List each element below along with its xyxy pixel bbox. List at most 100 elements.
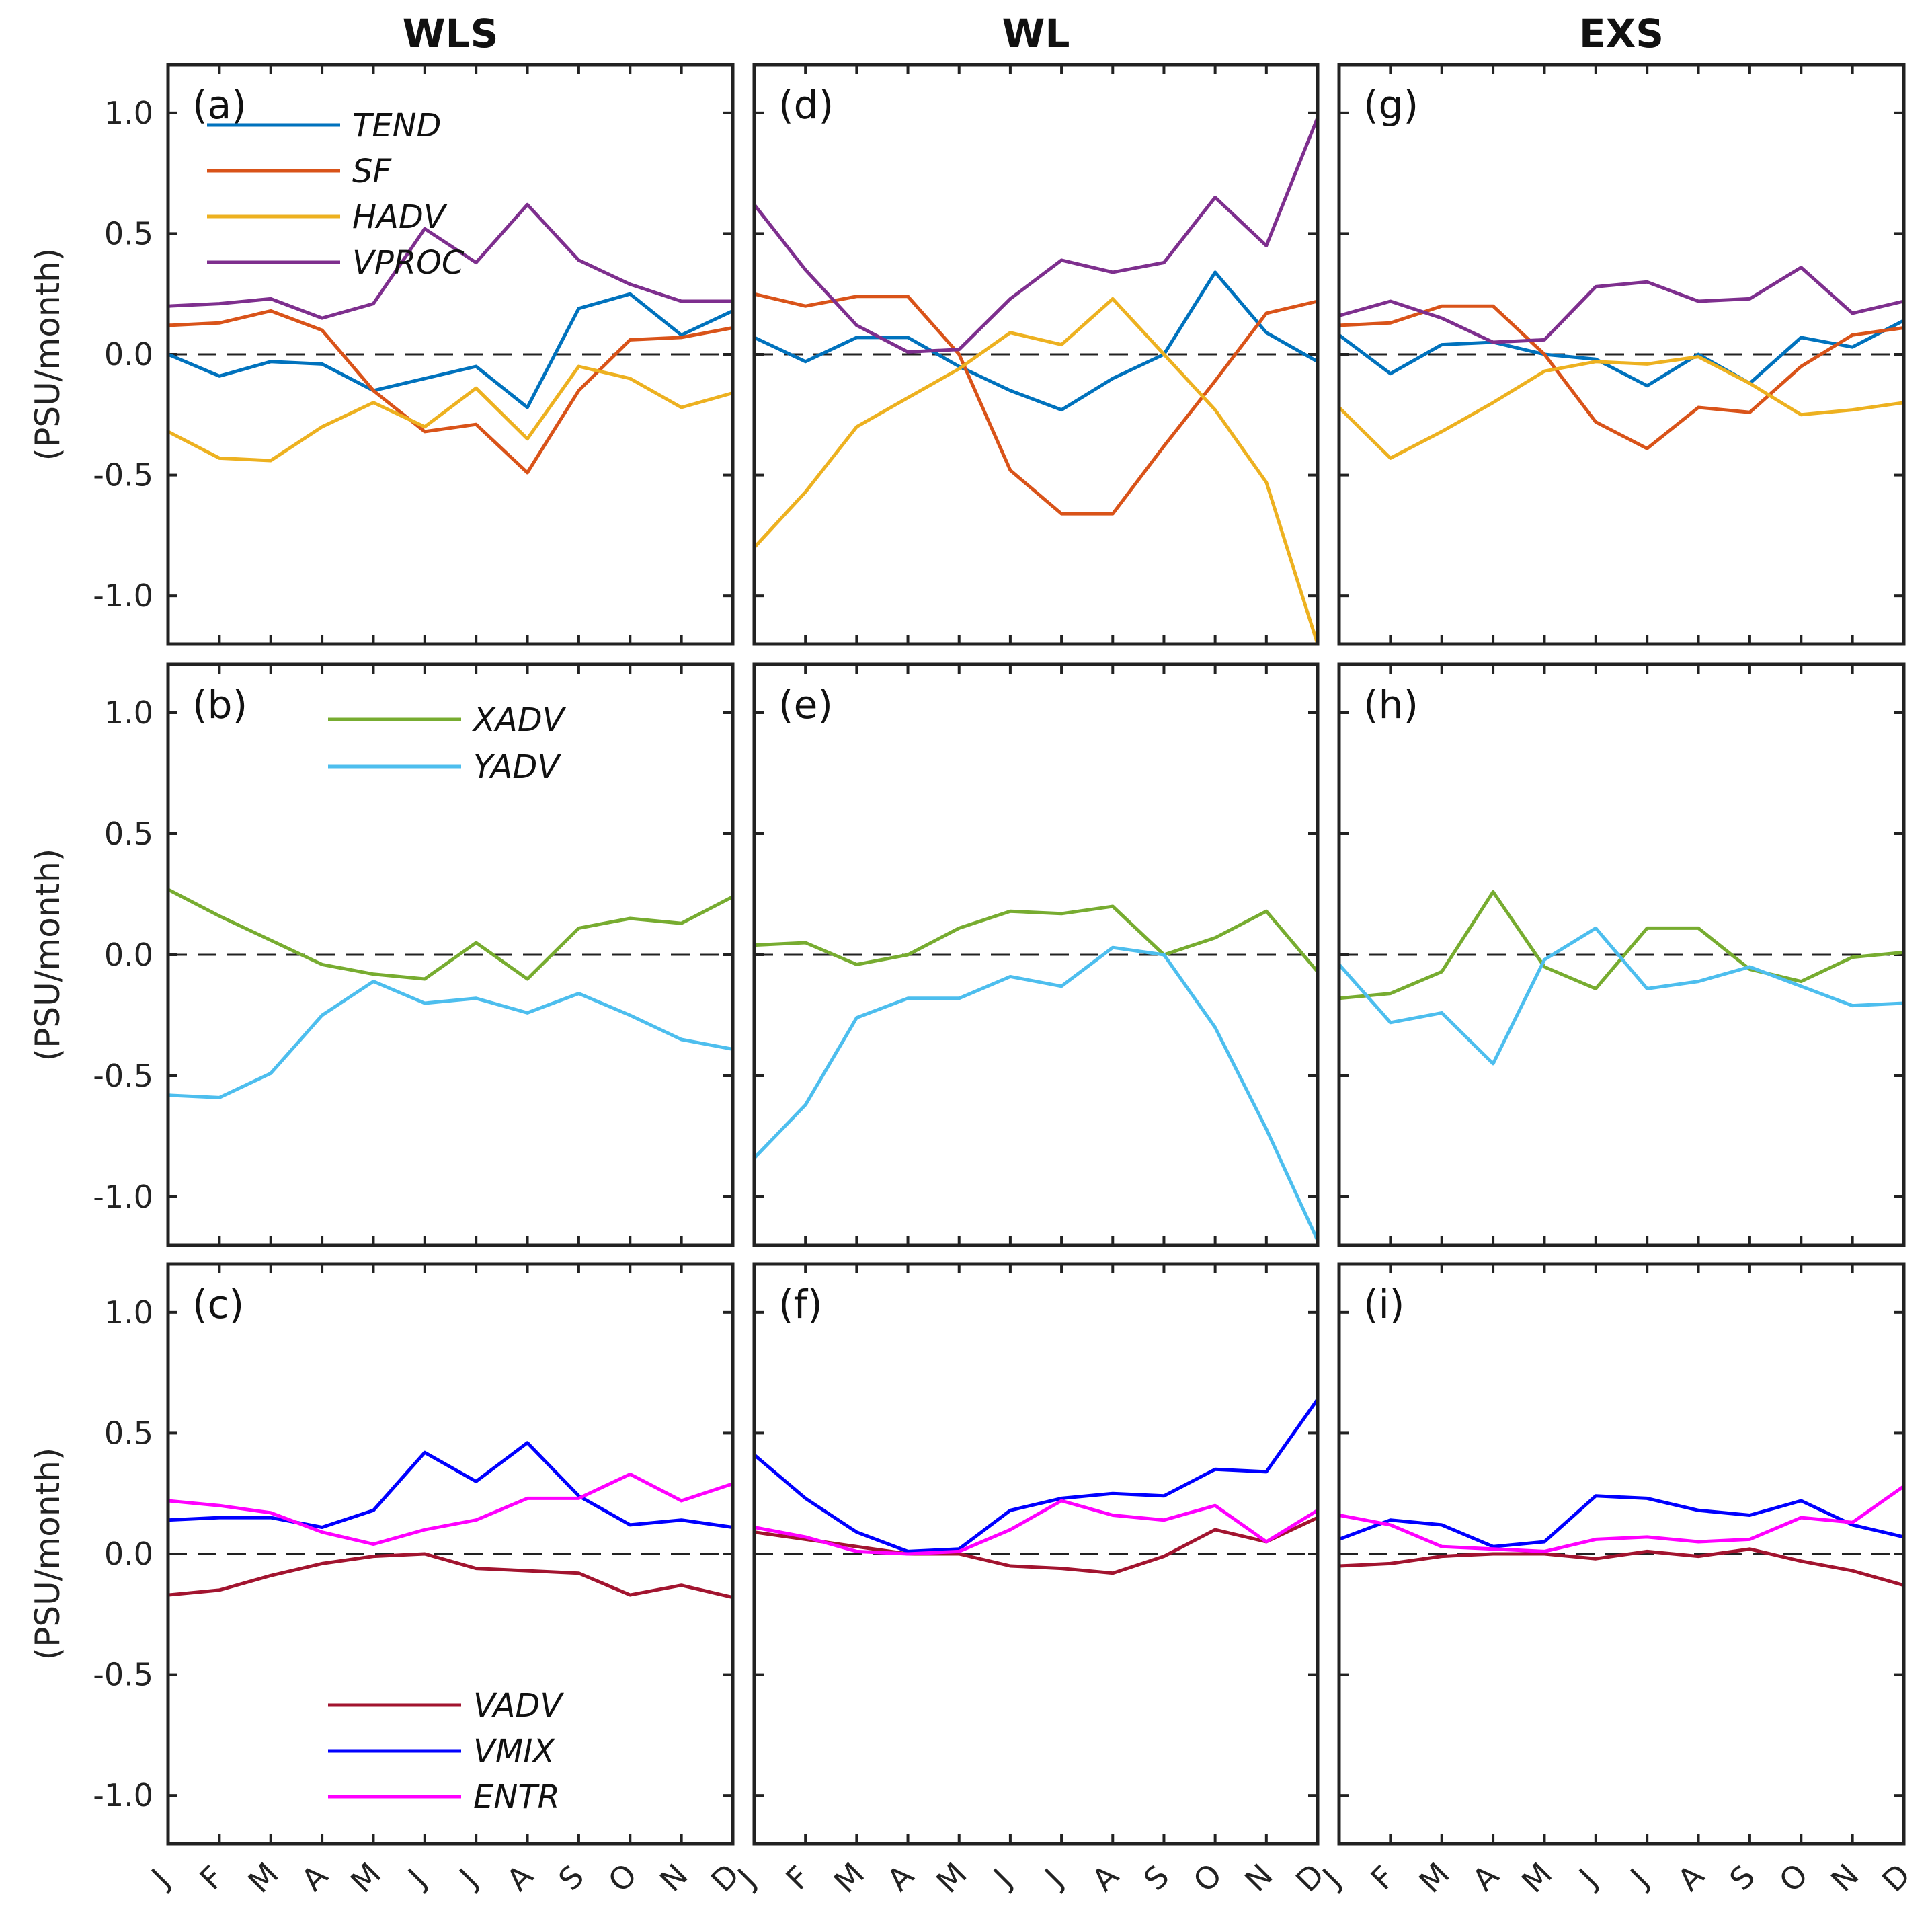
y-tick-label: -0.5 (93, 1058, 153, 1094)
legend-label-tend: TEND (352, 107, 442, 145)
panel-e: (e) (752, 662, 1320, 1247)
x-tick-label-5: J (985, 1862, 1019, 1895)
y-tick-label: -0.5 (93, 1657, 153, 1693)
x-tick-label-0: J (143, 1862, 177, 1895)
y-tick-label: 1.0 (104, 695, 153, 731)
panel-label: (c) (192, 1282, 244, 1327)
panel-i: J F M A M J J A S O N D(i) (1314, 1262, 1917, 1900)
legend-row1: TEND SF HADV VPROC (207, 107, 465, 282)
x-tick-label-4: M (929, 1856, 973, 1900)
panel-label: (g) (1363, 82, 1418, 128)
x-tick-label-2: M (1412, 1856, 1456, 1900)
x-tick-label-9: O (601, 1856, 644, 1899)
series-line-tend (167, 292, 734, 409)
panel-frame (752, 1262, 1320, 1846)
y-tick-label: 0.5 (104, 1415, 153, 1451)
panel-frame (1337, 63, 1906, 646)
legend-row2: XADV YADV (328, 701, 567, 786)
y-tick-label: -1.0 (93, 1777, 153, 1813)
series-line-vmix (753, 1398, 1320, 1553)
legend-row3: VADV VMIX ENTR (328, 1687, 564, 1816)
panel-frame (1337, 1262, 1906, 1846)
y-tick-label: 1.0 (104, 95, 153, 131)
x-tick-label-8: S (1137, 1858, 1176, 1897)
x-tick-label-9: O (1772, 1856, 1815, 1899)
x-tick-label-7: A (499, 1857, 540, 1898)
y-tick-label: 0.0 (104, 937, 153, 973)
series-line-xadv (754, 904, 1319, 973)
series-line-vproc (753, 117, 1320, 354)
y-axis-label-row-1: (PSU/month) (28, 248, 67, 461)
x-tick-label-5: J (399, 1862, 433, 1895)
x-tick-label-7: A (1085, 1857, 1126, 1898)
panel-label: (i) (1363, 1282, 1404, 1327)
x-tick-label-10: N (653, 1856, 695, 1899)
y-tick-label: 0.5 (104, 215, 153, 251)
x-tick-label-3: A (294, 1857, 335, 1898)
panel-a: -1.0 -0.5 0.0 0.5 1.0 (a) (93, 63, 735, 646)
y-tick-label: -1.0 (93, 578, 153, 614)
series-line-xadv (167, 888, 734, 981)
series-line-entr (167, 1473, 733, 1546)
x-tick-label-2: M (827, 1856, 871, 1900)
y-tick-label: 0.0 (104, 336, 153, 372)
legend-label-sf: SF (352, 153, 392, 190)
x-tick-label-4: M (1515, 1856, 1559, 1900)
series-line-xadv (1338, 890, 1904, 1000)
x-tick-label-6: J (1037, 1862, 1070, 1895)
legend-label-hadv: HADV (352, 198, 448, 236)
x-tick-label-1: F (778, 1858, 817, 1897)
x-tick-label-6: J (1622, 1862, 1656, 1895)
series-line-yadv (753, 945, 1320, 1241)
series-line-hadv (1338, 355, 1904, 460)
series-line-hadv (167, 364, 733, 463)
y-tick-label: -0.5 (93, 457, 153, 494)
panel-label: (f) (778, 1282, 823, 1327)
panel-label: (h) (1363, 682, 1418, 728)
y-tick-label: 1.0 (104, 1294, 153, 1331)
series-line-vproc (1338, 266, 1904, 344)
series-line-yadv (1338, 926, 1904, 1066)
panel-frame (1337, 662, 1906, 1247)
panel-label: (b) (192, 682, 247, 728)
legend-label-vproc: VPROC (352, 244, 465, 282)
column-title-exs: EXS (1579, 11, 1664, 56)
panel-label: (e) (778, 682, 833, 728)
x-tick-label-4: M (344, 1856, 388, 1900)
x-tick-label-1: F (1364, 1858, 1402, 1897)
series-line-sf (754, 292, 1318, 516)
x-tick-label-1: F (193, 1858, 231, 1897)
x-tick-label-10: N (1238, 1856, 1280, 1899)
series-line-vadv (1338, 1547, 1904, 1587)
legend-label-xadv: XADV (471, 701, 567, 739)
panel-label: (a) (192, 82, 247, 128)
x-tick-label-6: J (451, 1862, 485, 1895)
series-line-hadv (753, 297, 1320, 645)
y-axis-label-row-2: (PSU/month) (28, 849, 67, 1062)
series-line-vproc (167, 202, 733, 320)
panel-label: (d) (778, 82, 834, 128)
panel-frame (166, 63, 735, 646)
series-line-yadv (167, 980, 733, 1099)
panel-b: -1.0 -0.5 0.0 0.5 1.0 (b) (93, 662, 735, 1247)
legend-label-vmix: VMIX (473, 1733, 555, 1770)
legend-label-entr: ENTR (473, 1778, 560, 1816)
panel-frame (166, 662, 735, 1247)
series-line-entr (1338, 1485, 1905, 1553)
x-tick-label-10: N (1824, 1856, 1866, 1899)
panel-frame (752, 662, 1320, 1247)
panel-frame (752, 63, 1320, 646)
series-line-vmix (1338, 1494, 1904, 1548)
x-tick-label-3: A (880, 1857, 921, 1898)
series-line-vadv (754, 1516, 1319, 1575)
legend-label-yadv: YADV (473, 748, 561, 786)
panel-frame (166, 1262, 735, 1846)
series-line-tend (753, 270, 1319, 412)
series-line-vadv (167, 1552, 733, 1600)
y-axis-label-row-3: (PSU/month) (28, 1448, 67, 1661)
panel-g: (g) (1337, 63, 1906, 646)
y-tick-label: -1.0 (93, 1179, 153, 1215)
x-tick-label-8: S (551, 1858, 591, 1897)
series-line-tend (1338, 319, 1905, 388)
